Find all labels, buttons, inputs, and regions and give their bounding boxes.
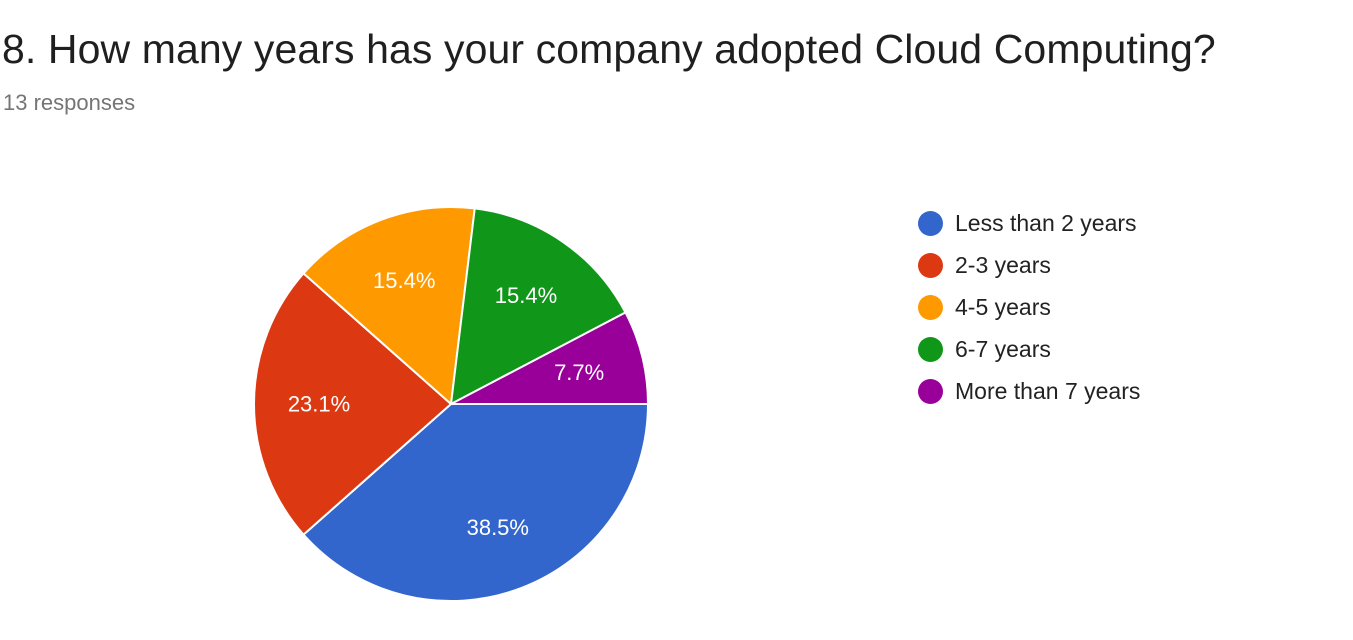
legend-label: 4-5 years — [955, 293, 1051, 320]
legend-swatch-icon — [918, 210, 943, 236]
slice-percent-label: 15.4% — [373, 268, 435, 293]
legend-label: More than 7 years — [955, 377, 1141, 404]
legend-item[interactable]: 2-3 years — [918, 244, 1140, 286]
legend-item[interactable]: More than 7 years — [918, 370, 1140, 412]
response-count: 13 responses — [3, 90, 136, 115]
pie-slice[interactable] — [302, 403, 649, 602]
slice-percent-label: 7.7% — [554, 360, 604, 385]
legend-swatch-icon — [918, 252, 943, 278]
pie-slice[interactable] — [253, 272, 452, 536]
chart-legend: Less than 2 years 2-3 years 4-5 years 6-7 y… — [918, 202, 1140, 412]
legend-item[interactable]: Less than 2 years — [918, 202, 1140, 244]
pie-slice[interactable] — [450, 207, 627, 405]
pie-slice[interactable] — [450, 311, 649, 405]
legend-label: 6-7 years — [955, 335, 1051, 362]
legend-item[interactable]: 6-7 years — [918, 328, 1140, 370]
legend-item[interactable]: 4-5 years — [918, 286, 1140, 328]
pie-slice[interactable] — [302, 206, 476, 405]
slice-percent-label: 23.1% — [288, 392, 350, 417]
slice-percent-label: 38.5% — [467, 515, 529, 540]
legend-swatch-icon — [918, 336, 943, 362]
slice-percent-label: 15.4% — [495, 283, 557, 308]
chart-title: 8. How many years has your company adopt… — [2, 26, 1216, 72]
legend-swatch-icon — [918, 294, 943, 320]
legend-label: Less than 2 years — [955, 209, 1137, 236]
legend-label: 2-3 years — [955, 251, 1051, 278]
legend-swatch-icon — [918, 378, 943, 404]
